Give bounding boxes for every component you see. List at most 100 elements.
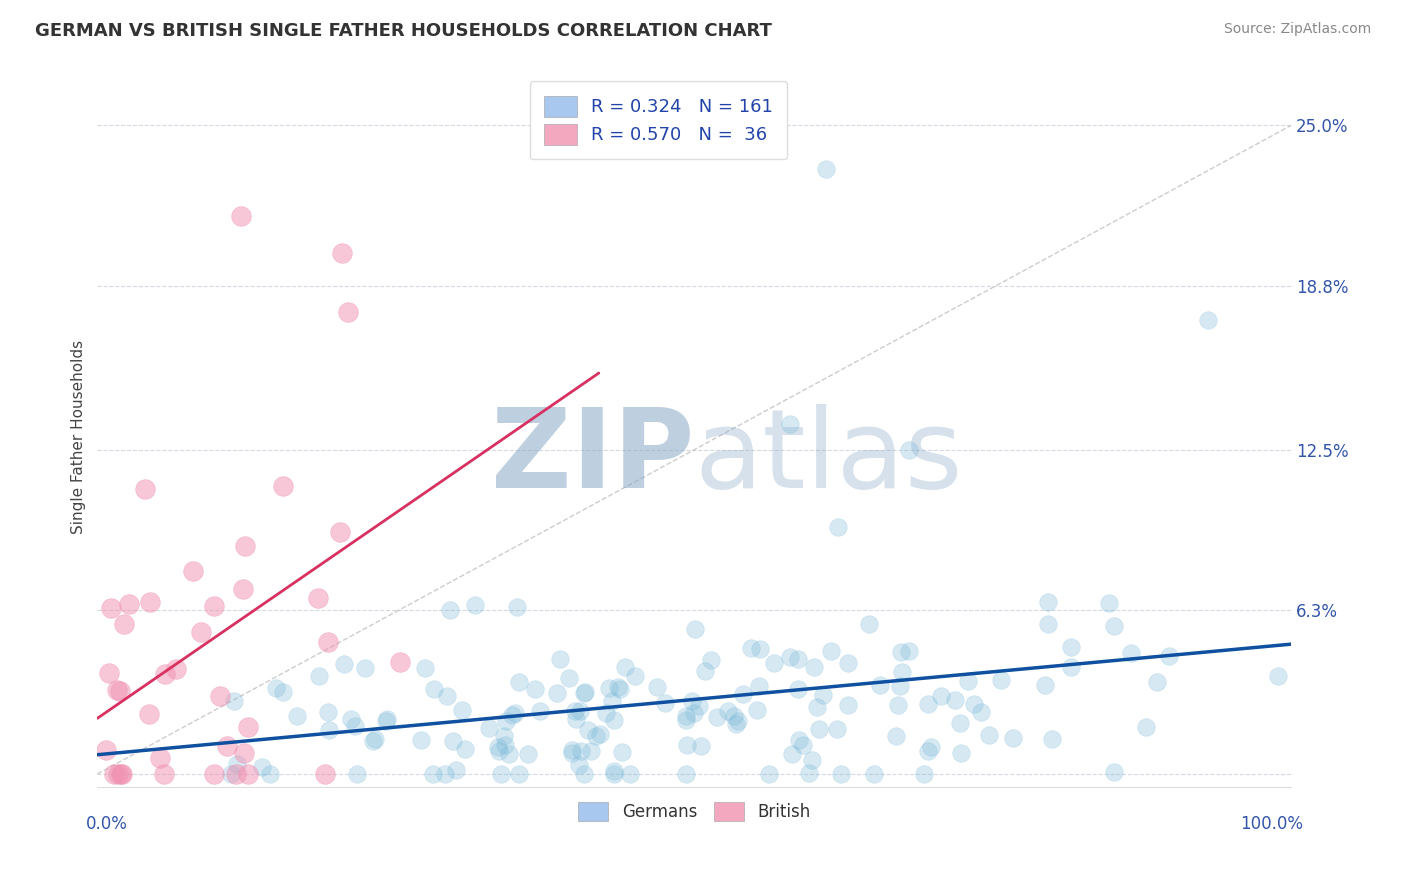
Point [727, 714, 749, 728]
Point [112, 617, 135, 632]
Point [898, 442, 921, 457]
Point [501, 708, 523, 723]
Point [318, 723, 340, 738]
Point [558, 672, 581, 686]
Point [602, 694, 624, 708]
Point [233, 746, 256, 760]
Point [498, 747, 520, 761]
Point [389, 656, 412, 670]
Point [1040, 732, 1063, 747]
Point [138, 706, 160, 721]
Point [858, 616, 880, 631]
Point [181, 564, 204, 578]
Point [884, 729, 907, 743]
Point [271, 685, 294, 699]
Point [613, 659, 636, 673]
Point [364, 731, 387, 746]
Point [837, 698, 859, 712]
Point [523, 681, 546, 696]
Point [217, 739, 239, 753]
Point [610, 745, 633, 759]
Point [949, 715, 972, 730]
Point [517, 747, 540, 761]
Point [330, 246, 353, 260]
Point [361, 734, 384, 748]
Point [165, 663, 187, 677]
Point [706, 709, 728, 723]
Point [917, 698, 939, 712]
Text: 100.0%: 100.0% [1240, 815, 1303, 833]
Point [229, 209, 252, 223]
Point [494, 738, 516, 752]
Point [891, 665, 914, 680]
Point [508, 767, 530, 781]
Point [603, 713, 626, 727]
Point [307, 591, 329, 605]
Point [572, 686, 595, 700]
Point [733, 687, 755, 701]
Point [887, 698, 910, 713]
Point [745, 703, 768, 717]
Point [561, 743, 583, 757]
Point [340, 712, 363, 726]
Point [779, 650, 801, 665]
Point [224, 694, 246, 708]
Point [693, 665, 716, 679]
Point [478, 721, 501, 735]
Point [1102, 765, 1125, 780]
Point [494, 729, 516, 743]
Point [830, 767, 852, 781]
Point [329, 525, 352, 540]
Point [208, 689, 231, 703]
Point [578, 723, 600, 738]
Point [546, 686, 568, 700]
Point [863, 767, 886, 781]
Point [786, 652, 808, 666]
Point [190, 625, 212, 640]
Point [1135, 720, 1157, 734]
Point [869, 678, 891, 692]
Point [548, 651, 571, 665]
Point [413, 661, 436, 675]
Point [723, 709, 745, 723]
Point [683, 622, 706, 636]
Point [814, 162, 837, 177]
Point [100, 601, 122, 615]
Point [749, 641, 772, 656]
Point [232, 582, 254, 597]
Point [488, 744, 510, 758]
Point [990, 673, 1012, 687]
Point [949, 746, 972, 760]
Point [1119, 647, 1142, 661]
Point [565, 712, 588, 726]
Point [308, 668, 330, 682]
Point [259, 767, 281, 781]
Text: ZIP: ZIP [491, 404, 695, 511]
Point [917, 744, 939, 758]
Point [271, 478, 294, 492]
Point [316, 706, 339, 720]
Point [423, 681, 446, 696]
Point [827, 520, 849, 534]
Point [108, 684, 131, 698]
Point [134, 482, 156, 496]
Point [561, 746, 583, 760]
Point [820, 644, 842, 658]
Point [103, 767, 125, 781]
Point [598, 681, 620, 696]
Point [963, 697, 986, 711]
Point [1060, 640, 1083, 654]
Y-axis label: Single Father Households: Single Father Households [72, 340, 86, 533]
Point [1157, 648, 1180, 663]
Point [486, 740, 509, 755]
Point [439, 603, 461, 617]
Point [675, 738, 697, 752]
Point [375, 712, 398, 726]
Point [1036, 616, 1059, 631]
Point [690, 739, 713, 754]
Point [780, 747, 803, 761]
Point [337, 305, 360, 319]
Point [354, 661, 377, 675]
Point [603, 764, 626, 779]
Point [574, 685, 596, 699]
